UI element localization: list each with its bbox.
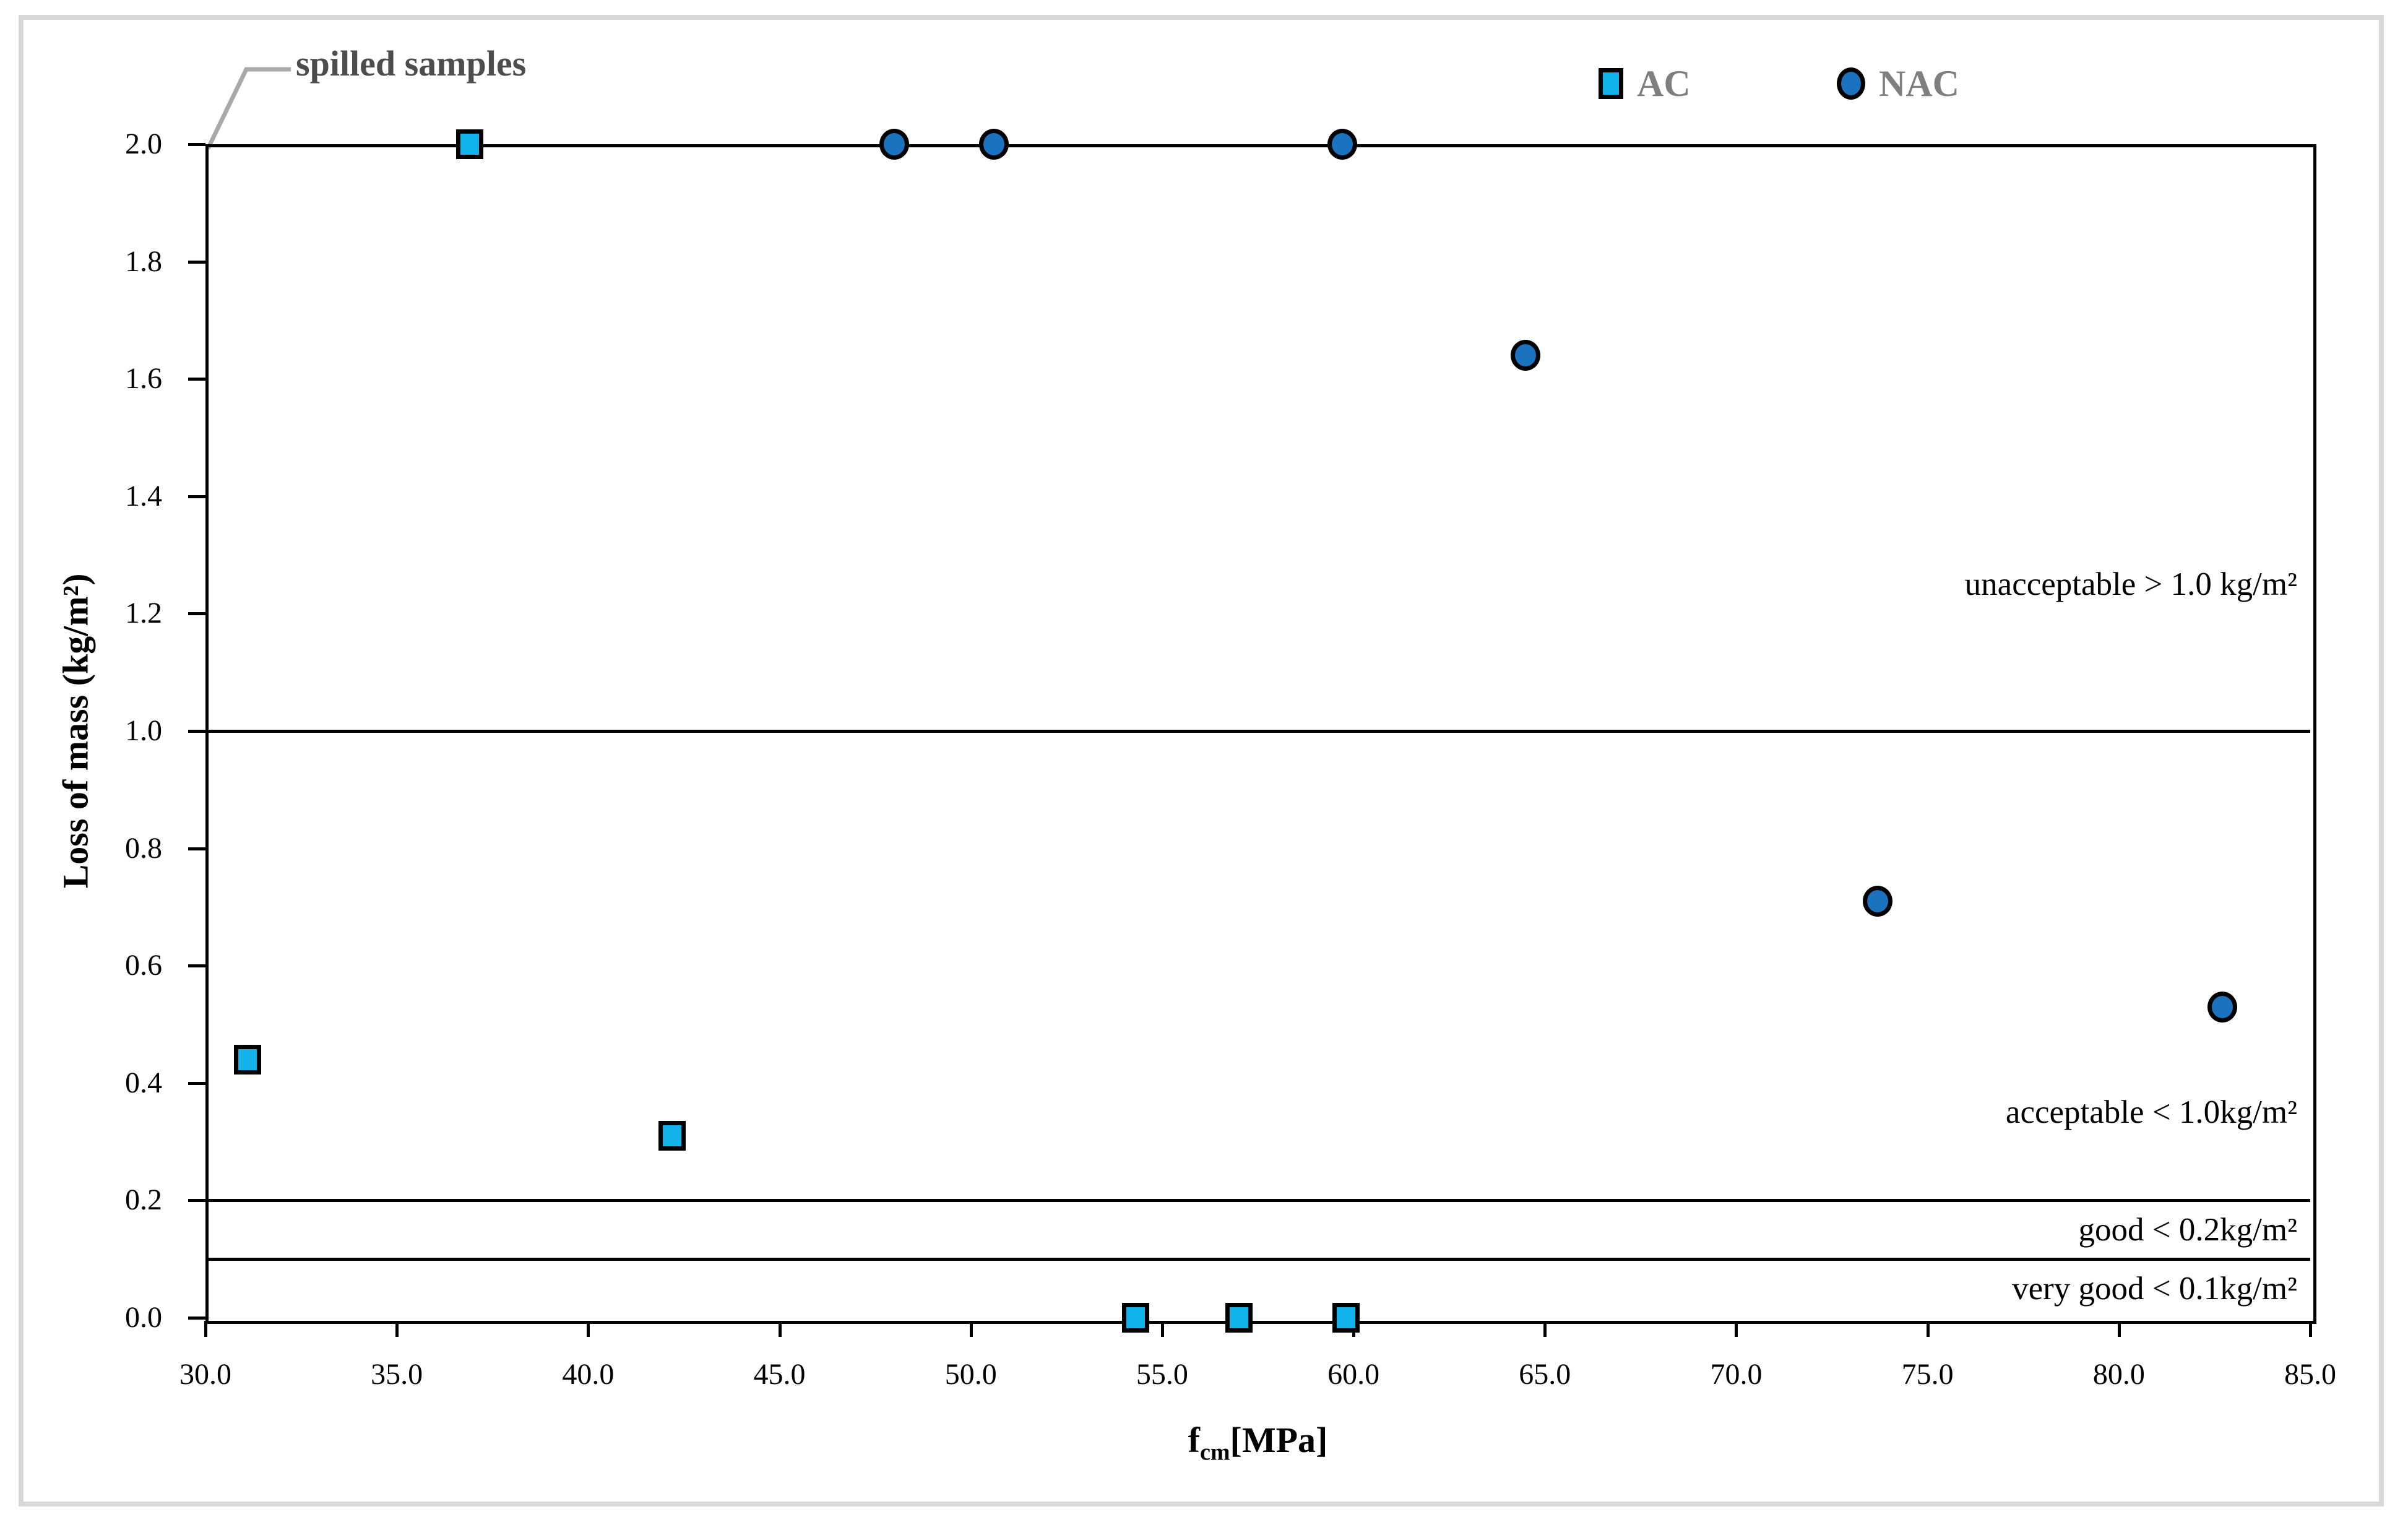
threshold-line-1	[205, 730, 2310, 733]
x-axis-title-prefix: f	[1188, 1420, 1200, 1460]
x-tick-label: 65.0	[1519, 1358, 1571, 1391]
x-tick	[204, 1321, 207, 1337]
y-tick	[188, 495, 205, 498]
plot-area	[205, 144, 2316, 1324]
x-tick-label: 45.0	[753, 1358, 806, 1391]
threshold-line-0.2	[205, 1199, 2310, 1203]
ac-data-point	[455, 129, 483, 159]
y-tick-label: 1.4	[125, 479, 162, 512]
nac-data-point	[879, 129, 910, 160]
y-tick	[188, 260, 205, 264]
legend-label-nac: NAC	[1879, 63, 1959, 104]
zone-label: very good < 0.1kg/m²	[2012, 1270, 2297, 1307]
x-tick	[1735, 1321, 1738, 1337]
zone-label: good < 0.2kg/m²	[2078, 1211, 2297, 1248]
x-tick-label: 60.0	[1327, 1358, 1380, 1391]
y-tick	[188, 143, 205, 146]
ac-data-point	[234, 1044, 262, 1074]
y-tick	[188, 1317, 205, 1320]
x-tick-label: 55.0	[1136, 1358, 1188, 1391]
ac-data-point	[1225, 1303, 1253, 1333]
nac-circle-legend-marker	[1837, 67, 1865, 100]
y-tick-label: 0.8	[125, 831, 162, 865]
x-tick-label: 40.0	[562, 1358, 615, 1391]
y-tick-label: 1.0	[125, 714, 162, 747]
y-tick	[188, 964, 205, 968]
y-tick-label: 0.4	[125, 1066, 162, 1099]
zone-label: unacceptable > 1.0 kg/m²	[1964, 566, 2297, 602]
x-tick-label: 75.0	[1901, 1358, 1954, 1391]
y-tick-label: 1.2	[125, 597, 162, 630]
x-tick	[1160, 1321, 1164, 1337]
nac-data-point	[1327, 129, 1357, 160]
y-tick-label: 1.8	[125, 244, 162, 278]
x-tick-label: 50.0	[944, 1358, 997, 1391]
x-tick	[1543, 1321, 1547, 1337]
ac-square-legend-marker	[1599, 68, 1623, 99]
x-tick	[2309, 1321, 2312, 1337]
y-tick	[188, 378, 205, 381]
x-tick-label: 35.0	[371, 1358, 423, 1391]
y-tick-label: 1.6	[125, 362, 162, 396]
x-tick	[2117, 1321, 2121, 1337]
y-tick-label: 0.2	[125, 1183, 162, 1217]
y-tick	[188, 730, 205, 733]
nac-data-point	[978, 129, 1009, 160]
x-axis-title-suffix: [MPa]	[1230, 1420, 1328, 1460]
y-axis-title: Loss of mass (kg/m²)	[55, 573, 96, 889]
x-tick	[969, 1321, 973, 1337]
spilled-samples-label: spilled samples	[296, 43, 527, 84]
x-tick-label: 70.0	[1710, 1358, 1763, 1391]
x-tick	[1926, 1321, 1930, 1337]
figure-border	[19, 15, 2384, 1507]
y-tick-label: 2.0	[125, 128, 162, 160]
zone-label: acceptable < 1.0kg/m²	[2005, 1094, 2297, 1131]
x-tick-label: 80.0	[2092, 1358, 2145, 1391]
y-tick-label: 0.6	[125, 949, 162, 982]
y-tick	[188, 1199, 205, 1203]
y-tick	[188, 847, 205, 850]
x-axis-title: fcm[MPa]	[205, 1419, 2310, 1474]
y-tick-label: 0.0	[125, 1301, 162, 1334]
nac-data-point	[1863, 885, 1893, 917]
legend-item-ac: AC	[1599, 62, 1691, 105]
legend-label-ac: AC	[1637, 63, 1691, 104]
x-tick	[778, 1321, 782, 1337]
y-tick	[188, 1081, 205, 1085]
nac-data-point	[2207, 991, 2237, 1023]
ac-data-point	[658, 1121, 686, 1151]
ac-data-point	[1121, 1303, 1149, 1333]
x-axis-title-subscript: cm	[1199, 1439, 1230, 1466]
y-tick	[188, 612, 205, 616]
threshold-line-0.1	[205, 1258, 2310, 1261]
x-tick	[587, 1321, 590, 1337]
x-tick	[395, 1321, 399, 1337]
nac-data-point	[1511, 340, 1541, 371]
x-tick-label: 85.0	[2284, 1358, 2336, 1391]
ac-data-point	[1332, 1303, 1360, 1333]
legend-item-nac: NAC	[1837, 62, 1959, 105]
x-tick-label: 30.0	[179, 1358, 231, 1391]
